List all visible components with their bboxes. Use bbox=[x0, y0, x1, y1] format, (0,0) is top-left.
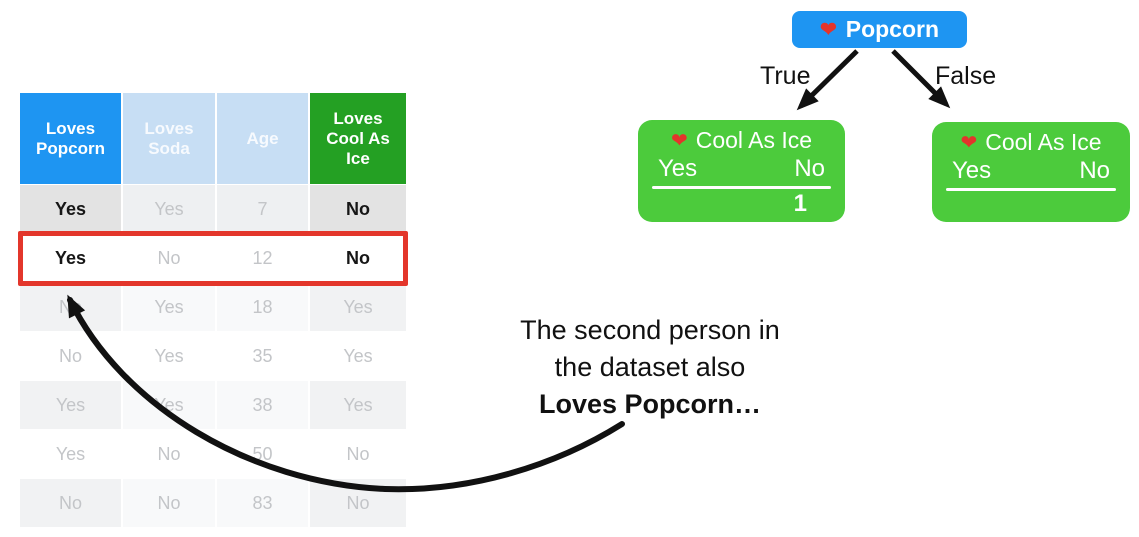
annotation-line-bold: Loves Popcorn… bbox=[538, 389, 762, 419]
table-cell: No bbox=[310, 185, 406, 233]
branch-label-false: False bbox=[935, 62, 997, 90]
table-cell: 7 bbox=[217, 185, 308, 233]
heart-icon: ❤ bbox=[960, 131, 978, 154]
root-node-label: Popcorn bbox=[845, 16, 940, 42]
table-cell-highlighted: 12 bbox=[217, 234, 308, 282]
column-header-age: Age bbox=[217, 93, 308, 184]
column-header-loves-soda: Loves Soda bbox=[123, 93, 215, 184]
table-cell: 83 bbox=[217, 479, 308, 527]
table-cell: 35 bbox=[217, 332, 308, 380]
row-highlight-box bbox=[18, 231, 408, 286]
table-cell: Yes bbox=[310, 381, 406, 429]
heart-icon: ❤ bbox=[670, 129, 688, 152]
leaf-divider-line bbox=[652, 186, 831, 189]
table-cell: No bbox=[310, 430, 406, 478]
table-cell: Yes bbox=[123, 381, 215, 429]
table-cell: No bbox=[123, 479, 215, 527]
table-cell: Yes bbox=[20, 381, 121, 429]
table-cell: No bbox=[310, 479, 406, 527]
table-cell: No bbox=[123, 430, 215, 478]
leaf-yes-count bbox=[650, 190, 742, 218]
table-cell: 38 bbox=[217, 381, 308, 429]
annotation-text: The second person in the dataset also Lo… bbox=[460, 312, 840, 423]
table-cell: 18 bbox=[217, 283, 308, 331]
leaf-title-label: Cool As Ice bbox=[695, 127, 813, 153]
table-cell: Yes bbox=[123, 185, 215, 233]
leaf-title-label: Cool As Ice bbox=[985, 129, 1102, 155]
leaf-no-count: 1 bbox=[793, 190, 807, 217]
leaf-no-label: No bbox=[794, 155, 825, 182]
column-header-loves-cool-as-ice: Loves Cool As Ice bbox=[310, 93, 406, 184]
table-cell: No bbox=[20, 283, 121, 331]
table-cell: Yes bbox=[310, 332, 406, 380]
table-cell: Yes bbox=[123, 283, 215, 331]
table-cell: Yes bbox=[20, 430, 121, 478]
annotation-line: the dataset also bbox=[554, 352, 746, 382]
column-header-loves-popcorn: Loves Popcorn bbox=[20, 93, 121, 184]
table-cell: Yes bbox=[123, 332, 215, 380]
leaf-yes-label: Yes bbox=[658, 155, 698, 182]
dataset-table: Loves Popcorn Loves Soda Age Loves Cool … bbox=[20, 93, 406, 527]
table-cell-highlighted: Yes bbox=[20, 234, 121, 282]
leaf-divider-line bbox=[946, 188, 1116, 191]
table-cell-highlighted: No bbox=[123, 234, 215, 282]
heart-icon: ❤ bbox=[819, 18, 837, 41]
table-cell: 50 bbox=[217, 430, 308, 478]
branch-label-true: True bbox=[760, 62, 811, 90]
tree-root-node-popcorn: ❤ Popcorn bbox=[792, 11, 967, 48]
table-cell: Yes bbox=[20, 185, 121, 233]
table-cell: No bbox=[20, 332, 121, 380]
leaf-node-cool-as-ice-true: ❤ Cool As Ice Yes No 1 bbox=[638, 120, 845, 222]
leaf-no-label: No bbox=[1079, 157, 1110, 184]
leaf-node-cool-as-ice-false: ❤ Cool As Ice Yes No bbox=[932, 122, 1130, 222]
table-cell: No bbox=[20, 479, 121, 527]
leaf-yes-label: Yes bbox=[952, 157, 992, 184]
table-cell: Yes bbox=[310, 283, 406, 331]
table-cell-highlighted: No bbox=[310, 234, 406, 282]
annotation-line: The second person in bbox=[520, 315, 780, 345]
